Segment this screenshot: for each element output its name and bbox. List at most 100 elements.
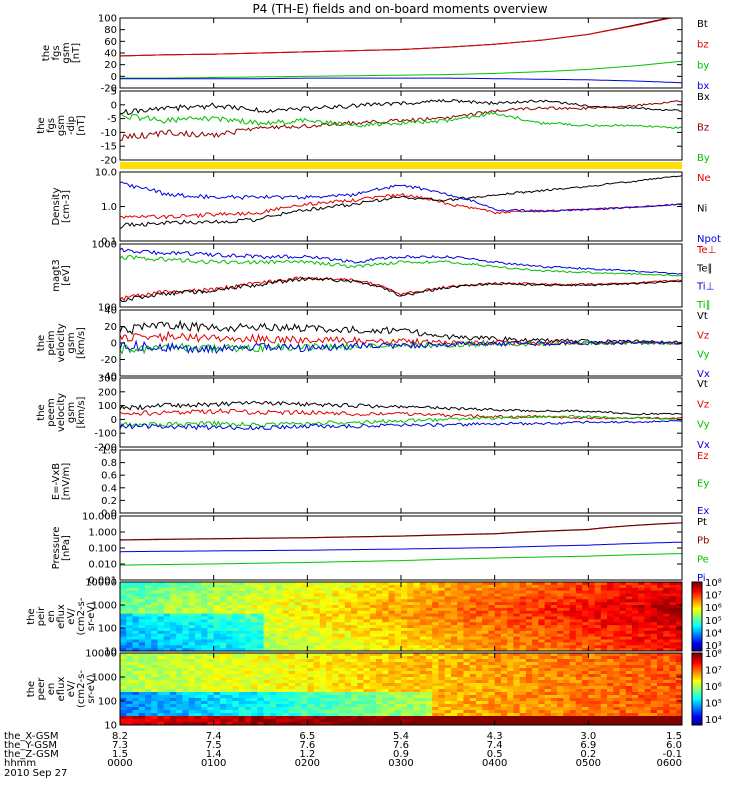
spectrogram-cell <box>301 610 308 615</box>
spectrogram-cell <box>650 704 658 708</box>
spectrogram-cell <box>376 659 383 663</box>
spectrogram-cell <box>457 677 464 681</box>
spectrogram-cell <box>338 602 346 606</box>
spectrogram-cell <box>407 713 414 717</box>
spectrogram-cell <box>282 674 290 678</box>
spectrogram-cell <box>138 633 146 638</box>
spectrogram-cell <box>432 677 439 681</box>
spectrogram-cell <box>269 599 277 603</box>
spectrogram-cell <box>144 680 152 684</box>
spectrogram-cell <box>544 605 552 609</box>
spectrogram-cell <box>363 716 371 720</box>
spectrogram-cell <box>251 698 258 702</box>
spectrogram-cell <box>394 610 402 615</box>
spectrogram-cell <box>138 686 146 690</box>
spectrogram-cell <box>432 674 439 678</box>
spectrogram-cell <box>644 713 652 717</box>
spectrogram-cell <box>625 648 633 652</box>
spectrogram-cell <box>407 622 414 626</box>
spectrogram-cell <box>507 599 514 603</box>
spectrogram-cell <box>194 610 202 615</box>
spectrogram-cell <box>475 665 483 669</box>
spectrogram-cell <box>557 599 564 603</box>
spectrogram-cell <box>301 605 308 609</box>
spectrogram-cell <box>394 584 402 589</box>
spectrogram-cell <box>126 593 133 597</box>
spectrogram-cell <box>332 665 340 669</box>
spectrogram-cell <box>382 659 390 663</box>
spectrogram-cell <box>282 680 290 684</box>
spectrogram-cell <box>313 707 321 711</box>
spectrogram-cell <box>257 713 265 717</box>
spectrogram-cell <box>151 680 158 684</box>
spectrogram-cell <box>288 630 296 635</box>
spectrogram-cell <box>213 616 221 620</box>
spectrogram-cell <box>544 686 552 690</box>
spectrogram-cell <box>319 710 327 714</box>
spectrogram-cell <box>469 713 477 717</box>
spectrogram-cell <box>450 701 458 705</box>
spectrogram-cell <box>500 610 508 615</box>
spectrogram-cell <box>319 587 327 592</box>
spectrogram-cell <box>238 674 246 678</box>
spectrogram-cell <box>207 677 215 681</box>
spectrogram-cell <box>169 689 177 693</box>
spectrogram-cell <box>213 630 221 635</box>
spectrogram-cell <box>232 610 240 615</box>
footer-value: 0100 <box>201 758 226 769</box>
spectrogram-cell <box>500 674 508 678</box>
spectrogram-cell <box>363 707 371 711</box>
spectrogram-cell <box>657 719 664 723</box>
spectrogram-cell <box>226 701 233 705</box>
spectrogram-cell <box>157 686 165 690</box>
spectrogram-cell <box>500 622 508 626</box>
spectrogram-cell <box>413 713 421 717</box>
y-tick-label: 100 <box>98 697 117 708</box>
spectrogram-cell <box>163 668 171 672</box>
footer-value: 1.2 <box>299 749 315 760</box>
spectrogram-cell <box>363 596 371 600</box>
spectrogram-cell <box>613 665 621 669</box>
spectrogram-cell <box>332 722 340 726</box>
spectrogram-cell <box>301 689 308 693</box>
spectrogram-cell <box>401 625 408 629</box>
spectrogram-cell <box>401 677 408 681</box>
spectrogram-cell <box>675 636 683 641</box>
spectrogram-cell <box>607 625 614 629</box>
spectrogram-cell <box>288 671 296 675</box>
spectrogram-cell <box>232 599 240 603</box>
spectrogram-cell <box>538 668 546 672</box>
spectrogram-cell <box>126 616 133 620</box>
y-tick-label: -40 <box>101 372 117 383</box>
spectrogram-cell <box>607 582 614 586</box>
spectrogram-cell <box>301 645 308 649</box>
spectrogram-cell <box>675 674 683 678</box>
y-tick-label: -5 <box>107 114 117 125</box>
spectrogram-cell <box>450 719 458 723</box>
spectrogram-cell <box>550 695 558 699</box>
spectrogram-cell <box>650 593 658 597</box>
spectrogram-cell <box>463 680 471 684</box>
spectrogram-cell <box>538 719 546 723</box>
spectrogram-cell <box>575 622 583 626</box>
spectrogram-cell <box>263 587 271 592</box>
spectrogram-cell <box>625 698 633 702</box>
colorbar-step <box>692 607 702 611</box>
spectrogram-cell <box>188 710 196 714</box>
spectrogram-cell <box>282 659 290 663</box>
spectrogram-cell <box>376 625 383 629</box>
spectrogram-cell <box>120 674 127 678</box>
spectrogram-cell <box>388 713 396 717</box>
spectrogram-cell <box>444 674 452 678</box>
spectrogram-cell <box>669 704 677 708</box>
spectrogram-cell <box>144 710 152 714</box>
spectrogram-cell <box>126 630 133 635</box>
spectrogram-cell <box>144 716 152 720</box>
spectrogram-cell <box>644 616 652 620</box>
spectrogram-cell <box>138 722 146 726</box>
spectrogram-cell <box>226 630 233 635</box>
spectrogram-cell <box>413 719 421 723</box>
spectrogram-cell <box>288 602 296 606</box>
spectrogram-cell <box>632 704 639 708</box>
spectrogram-cell <box>525 648 533 652</box>
